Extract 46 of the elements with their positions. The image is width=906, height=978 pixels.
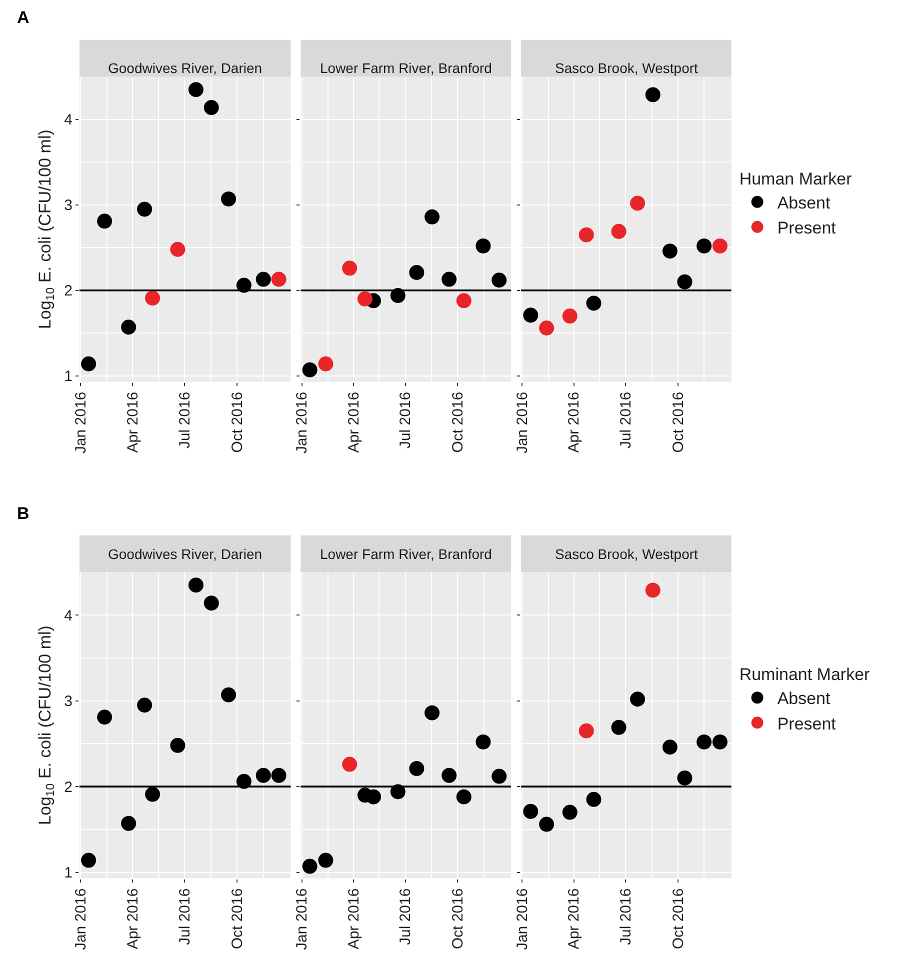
x-tick-label: Apr 2016 bbox=[124, 888, 142, 950]
x-tick-label: Jan 2016 bbox=[514, 888, 532, 950]
x-tick-label: Jan 2016 bbox=[294, 392, 311, 454]
x-tick-label: Jul 2016 bbox=[617, 888, 634, 946]
chart-title: Goodwives River, Darien bbox=[108, 546, 262, 562]
x-tick-label: Oct 2016 bbox=[228, 888, 246, 950]
chart-title: Sasco Brook, Westport bbox=[555, 546, 698, 562]
y-tick-label: 3 bbox=[64, 693, 72, 710]
y-tick-label: 2 bbox=[64, 778, 72, 796]
legend-label: Present bbox=[777, 218, 836, 238]
x-tick-label: Apr 2016 bbox=[124, 392, 142, 453]
x-tick-label: Jul 2016 bbox=[397, 888, 414, 946]
chart-title: Sasco Brook, Westport bbox=[555, 60, 698, 76]
x-tick-label: Jan 2016 bbox=[294, 888, 311, 950]
x-tick-label: Jul 2016 bbox=[617, 392, 634, 449]
legend-title: Ruminant Marker bbox=[739, 665, 870, 684]
x-tick-label: Oct 2016 bbox=[450, 392, 467, 453]
x-tick-label: Oct 2016 bbox=[228, 392, 246, 453]
y-tick-label: 1 bbox=[64, 368, 72, 386]
y-tick-label: 3 bbox=[64, 197, 72, 214]
x-tick-label: Jan 2016 bbox=[72, 392, 90, 454]
x-tick-label: Oct 2016 bbox=[450, 888, 467, 950]
y-tick-label: 2 bbox=[64, 282, 72, 300]
x-tick-label: Jul 2016 bbox=[397, 392, 414, 449]
text: B bbox=[17, 504, 30, 523]
x-tick-label: Oct 2016 bbox=[670, 392, 687, 453]
x-tick-label: Oct 2016 bbox=[670, 888, 687, 950]
legend-label: Present bbox=[777, 714, 836, 734]
chart-title: Lower Farm River, Branford bbox=[320, 546, 492, 562]
legend-label: Absent bbox=[777, 689, 831, 708]
chart-title: Goodwives River, Darien bbox=[108, 60, 262, 76]
x-tick-label: Jul 2016 bbox=[176, 888, 194, 946]
x-tick-label: Apr 2016 bbox=[566, 392, 583, 453]
x-tick-label: Jan 2016 bbox=[72, 888, 90, 950]
x-tick-label: Jan 2016 bbox=[514, 392, 532, 454]
x-tick-label: Apr 2016 bbox=[345, 392, 362, 453]
chart-title: Lower Farm River, Branford bbox=[320, 60, 492, 76]
x-tick-label: Apr 2016 bbox=[345, 888, 362, 950]
text: A bbox=[17, 8, 30, 27]
x-tick-label: Apr 2016 bbox=[566, 888, 583, 950]
legend-label: Absent bbox=[777, 193, 831, 212]
y-tick-label: 1 bbox=[64, 864, 72, 882]
x-tick-label: Jul 2016 bbox=[176, 392, 194, 449]
legend-title: Human Marker bbox=[739, 169, 852, 188]
y-tick-label: 4 bbox=[64, 607, 72, 624]
y-tick-label: 4 bbox=[64, 112, 72, 129]
